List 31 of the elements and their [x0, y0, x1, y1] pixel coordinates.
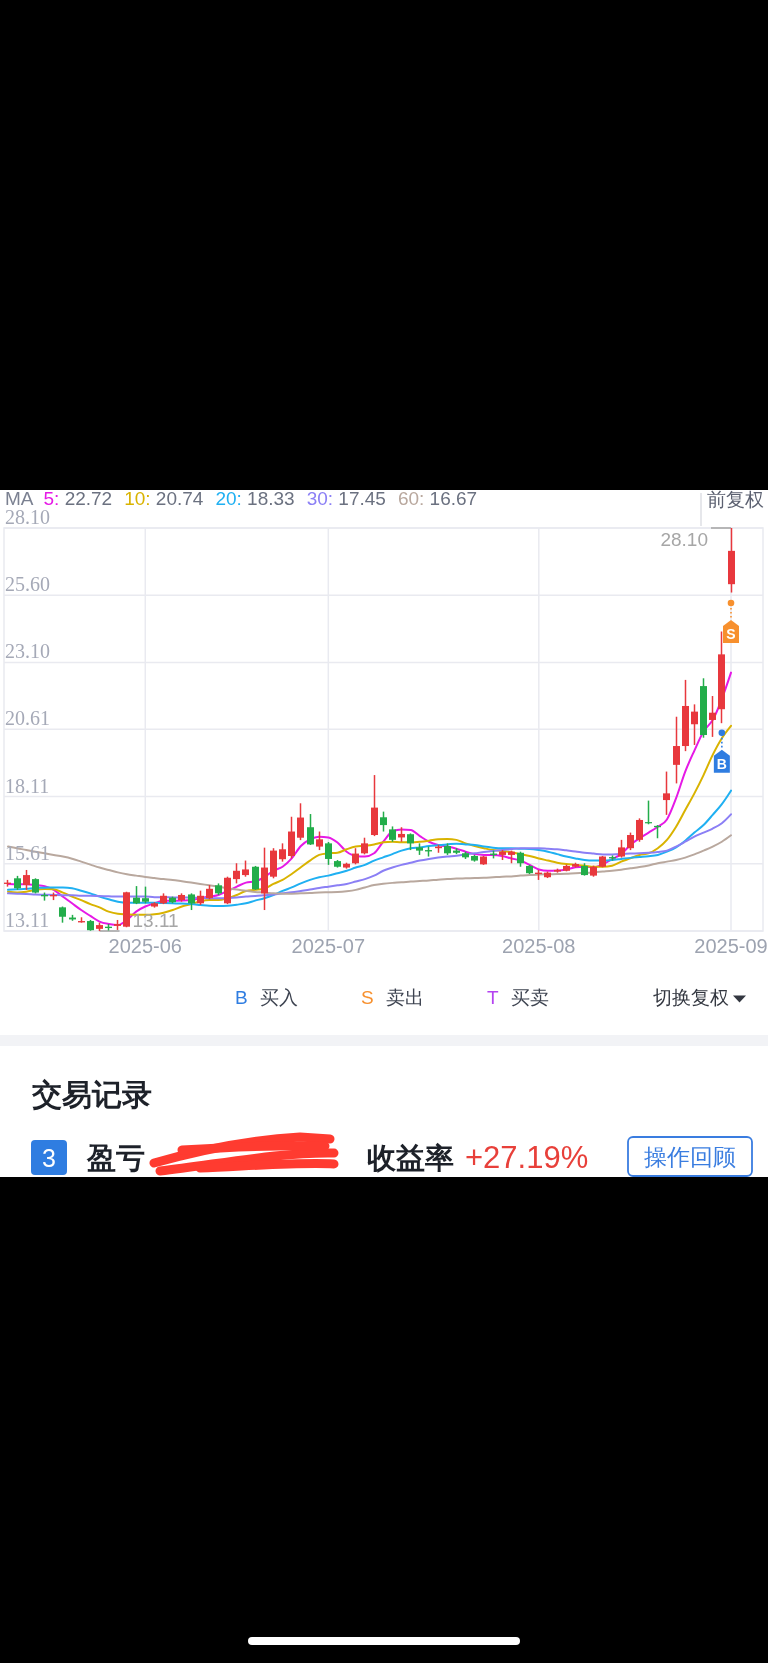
text: 收益率 — [367, 1142, 454, 1174]
y-tick-label: 20.61 — [5, 707, 50, 730]
text: 切换复权 — [653, 987, 729, 1008]
legend-title: MA — [5, 488, 34, 509]
y-tick-label: 13.11 — [5, 909, 50, 931]
text: +27.19% — [465, 1140, 589, 1175]
text: 5: 22.72 — [43, 488, 113, 509]
data-label: S — [726, 626, 736, 643]
annotation: 28.10 — [660, 529, 708, 550]
text: S 卖出 — [361, 987, 424, 1008]
text: 交易记录 — [31, 1078, 152, 1111]
text: B 买入 — [235, 987, 298, 1008]
text: 盈亏 — [86, 1142, 145, 1174]
text: 20: 18.33 — [215, 488, 295, 509]
text: 操作回顾 — [644, 1144, 736, 1170]
y-tick-label: 28.10 — [5, 506, 50, 528]
text: 30: 17.45 — [306, 488, 386, 509]
annotation: 13.11 — [132, 910, 179, 931]
data-label: B — [716, 755, 727, 772]
y-tick-label: 25.60 — [5, 573, 50, 596]
text: 前复权 — [707, 489, 764, 510]
x-tick-label: 2025-08 — [502, 935, 576, 957]
x-tick-label: 2025-07 — [291, 935, 366, 957]
x-tick-label: 2025-06 — [108, 935, 182, 957]
x-tick-label: 2025-09 — [694, 935, 768, 957]
text: 10: 20.74 — [124, 488, 204, 509]
text: 3 — [42, 1144, 56, 1172]
y-tick-label: 23.10 — [5, 640, 50, 663]
text: T 买卖 — [487, 987, 549, 1008]
text: 60: 16.67 — [397, 488, 478, 509]
y-tick-label: 18.11 — [5, 774, 50, 797]
